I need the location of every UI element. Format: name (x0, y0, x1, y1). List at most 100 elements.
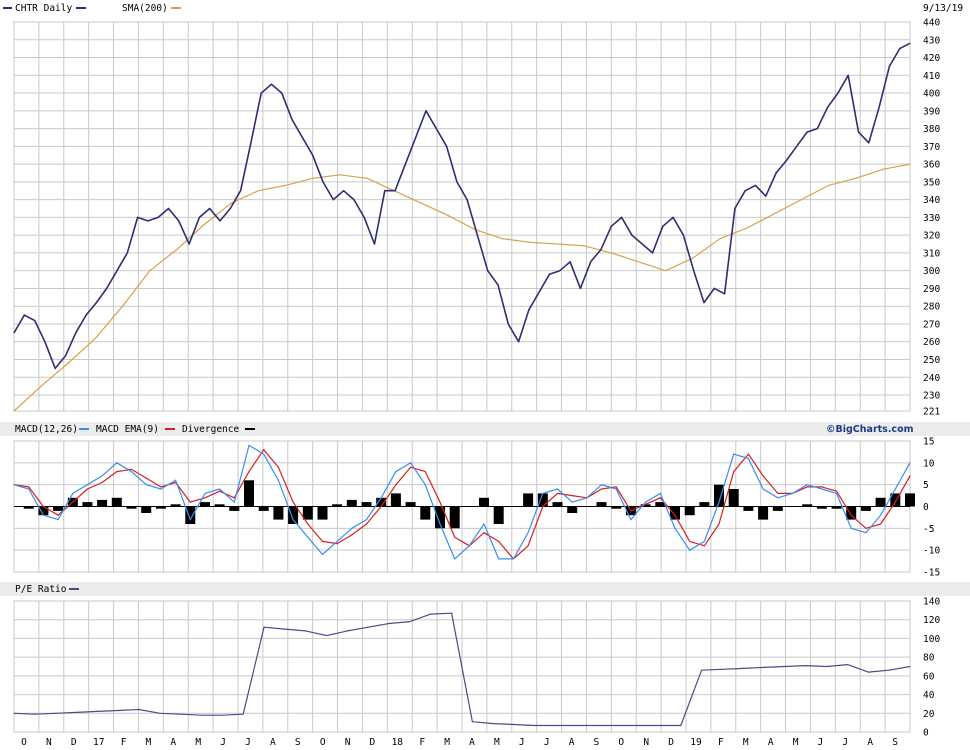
x-tick-label: J (842, 737, 848, 748)
x-tick-label: A (170, 737, 176, 748)
macd-ytick: 0 (923, 502, 929, 513)
price-line-point (188, 243, 190, 245)
macd-line-point (512, 558, 515, 560)
pe-line-point (805, 665, 807, 667)
price-line-point (487, 270, 489, 272)
pe-line-point (680, 724, 682, 727)
x-tick-label: M (444, 737, 450, 748)
divergence-bar (38, 506, 49, 516)
pe-line-point (242, 713, 244, 715)
pe-line-point (888, 669, 890, 671)
macd-ema-line-point (424, 471, 426, 473)
price-line-point (301, 136, 303, 139)
x-tick-label: N (345, 737, 351, 748)
divergence-bar (244, 480, 254, 507)
sma-line-point (176, 248, 178, 250)
price-line-point (621, 216, 623, 218)
sma-line-point (257, 190, 259, 192)
price-line-point (796, 145, 798, 147)
sma-line-point (203, 223, 205, 226)
macd-line-point (571, 501, 573, 503)
price-line-point (662, 225, 664, 227)
price-line-point (827, 106, 829, 108)
macd-ema-line-point (733, 471, 735, 473)
price-ytick: 270 (923, 319, 940, 330)
x-tick-label: 19 (690, 737, 702, 748)
macd-ema-line-point (351, 534, 353, 536)
pe-ytick: 40 (923, 690, 935, 701)
x-tick-label: 18 (392, 737, 404, 748)
macd-ema-line-point (439, 501, 441, 503)
divergence-bar (670, 506, 680, 520)
macd-ema-line-point (28, 486, 30, 488)
price-line-point (332, 199, 334, 201)
macd-ema-line-point (395, 484, 397, 486)
price-line-point (579, 287, 582, 289)
divergence-bar (273, 506, 284, 520)
pe-line-point (659, 724, 661, 727)
price-ytick: 250 (923, 355, 940, 366)
price-ytick: 240 (923, 373, 940, 384)
macd-line-point (483, 523, 485, 525)
pe-line-point (451, 612, 453, 614)
macd-line-point (160, 488, 162, 490)
macd-ema-line-point (630, 510, 632, 512)
macd-ema-line-point (498, 540, 500, 543)
price-line-point (590, 261, 592, 263)
price-ytick: 350 (923, 177, 940, 188)
price-line-point (44, 341, 46, 343)
divergence-bar (390, 493, 401, 507)
macd-panel: -15 -10 -5 0 5 10 15 (13, 437, 940, 579)
x-tick-label: S (892, 737, 898, 748)
price-line-point (75, 332, 77, 334)
pe-line-point (200, 714, 203, 716)
pe-ytick: 20 (923, 709, 935, 720)
price-line-point (353, 199, 355, 201)
price-line-point (672, 216, 674, 218)
macd-ytick: -5 (923, 524, 934, 535)
divergence-bar (126, 506, 137, 509)
macd-line-point (410, 462, 412, 464)
macd-ema-line-point (483, 532, 485, 534)
divergence-bar (758, 506, 769, 520)
price-ytick: 330 (923, 213, 940, 224)
macd-line-point (542, 492, 544, 494)
price-line-point (559, 270, 561, 272)
sma-line-point (529, 241, 531, 243)
macd-line-point (556, 488, 559, 490)
pe-ytick: 60 (923, 671, 935, 682)
price-line-point (878, 106, 880, 108)
macd-line-point (865, 532, 867, 534)
pe-line-point (471, 721, 473, 723)
divergence-bar (420, 506, 431, 520)
legend-macd-ema: MACD EMA(9) (96, 424, 159, 435)
price-line-point (95, 302, 97, 304)
sma-line-point (284, 184, 287, 186)
price-ytick: 410 (923, 71, 940, 82)
macd-line-point (116, 462, 118, 464)
macd-ema-line-point (542, 505, 544, 508)
pe-line-point (326, 635, 328, 637)
price-line-point (23, 314, 25, 316)
price-line-point (322, 181, 324, 183)
macd-line-point (42, 514, 45, 516)
macd-ema-line-point (865, 527, 867, 529)
sma-line-point (746, 227, 748, 229)
price-line-point (703, 302, 705, 304)
pe-ytick: 0 (923, 728, 929, 739)
macd-ytick: 15 (923, 437, 934, 448)
x-tick-label: N (46, 737, 52, 748)
price-line-point (816, 128, 818, 130)
macd-ema-line-point (454, 536, 456, 538)
price-line-point (548, 273, 551, 275)
macd-ema-line-point (145, 477, 147, 479)
divergence-bar (890, 493, 901, 507)
macd-line-point (101, 475, 103, 477)
macd-ema-line-point (263, 449, 265, 451)
price-line-point (85, 314, 87, 316)
price-line-point (157, 216, 159, 218)
price-ytick: 340 (923, 195, 940, 206)
price-line-point (250, 142, 252, 144)
